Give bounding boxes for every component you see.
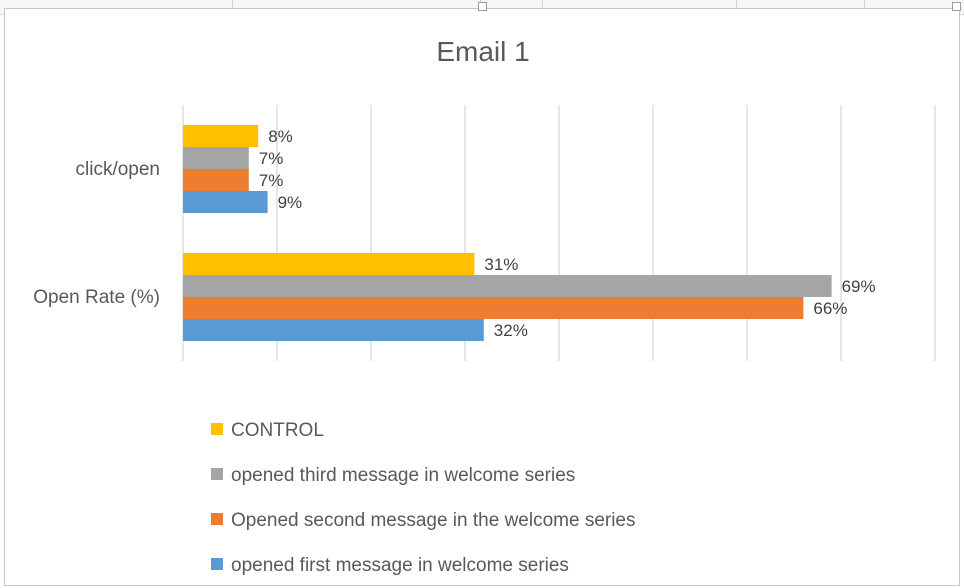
legend-entry: opened third message in welcome series	[231, 465, 575, 486]
legend-entry: Opened second message in the welcome ser…	[231, 510, 636, 531]
category-label: click/open	[76, 159, 161, 180]
legend-entry: opened first message in welcome series	[231, 555, 569, 576]
bar[interactable]	[183, 275, 832, 297]
data-label: 69%	[842, 277, 876, 296]
data-label: 8%	[268, 127, 293, 146]
bar[interactable]	[183, 319, 484, 341]
data-label: 9%	[278, 193, 303, 212]
data-label: 7%	[259, 171, 284, 190]
legend-swatch	[211, 513, 223, 525]
chart-area[interactable]: Email 1 click/open Open Rate (%) 8% 7% 7% 9%…	[4, 8, 960, 586]
data-label: 31%	[484, 255, 518, 274]
legend-swatch	[211, 558, 223, 570]
bar[interactable]	[183, 169, 249, 191]
chart-svg: Email 1 click/open Open Rate (%) 8% 7% 7% 9%…	[33, 36, 936, 576]
cell-gridline	[542, 0, 543, 14]
chart-title: Email 1	[436, 36, 529, 67]
data-label: 32%	[494, 321, 528, 340]
resize-handle-top[interactable]	[478, 2, 487, 11]
data-label: 7%	[259, 149, 284, 168]
category-labels: click/open Open Rate (%)	[33, 159, 160, 308]
bars	[183, 125, 832, 341]
category-label: Open Rate (%)	[33, 287, 160, 308]
data-label: 66%	[813, 299, 847, 318]
legend-swatch	[211, 423, 223, 435]
legend-entry: CONTROL	[231, 420, 324, 441]
bar[interactable]	[183, 191, 268, 213]
bar[interactable]	[183, 125, 259, 147]
bar[interactable]	[183, 253, 475, 275]
cell-gridline	[864, 0, 865, 14]
data-labels: 8% 7% 7% 9% 31% 69% 66% 32%	[259, 127, 876, 340]
bar[interactable]	[183, 147, 249, 169]
cell-gridline	[736, 0, 737, 14]
cell-gridline	[232, 0, 233, 14]
legend-swatch	[211, 468, 223, 480]
bar[interactable]	[183, 297, 804, 319]
resize-handle-top-right[interactable]	[952, 2, 961, 11]
legend[interactable]: CONTROL opened third message in welcome s…	[211, 420, 636, 576]
